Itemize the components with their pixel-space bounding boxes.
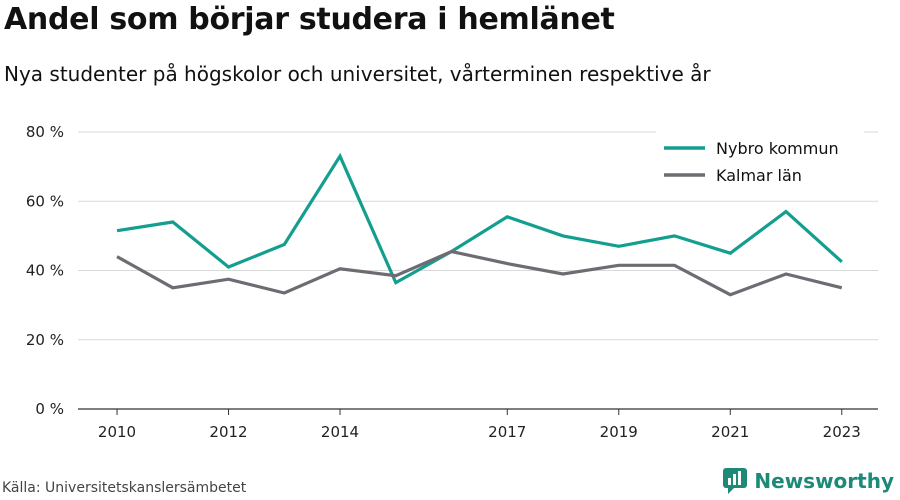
y-tick-label: 60 % (26, 192, 64, 210)
legend-background (656, 130, 864, 192)
chart-subtitle: Nya studenter på högskolor och universit… (4, 62, 711, 86)
x-tick-label: 2023 (823, 423, 861, 441)
y-tick-label: 0 % (35, 400, 64, 418)
series-line-kalmar-lan (116, 249, 843, 297)
y-tick-label: 20 % (26, 331, 64, 349)
x-tick-label: 2017 (488, 423, 526, 441)
brand-name: Newsworthy (754, 469, 894, 493)
x-tick-label: 2010 (98, 423, 136, 441)
x-tick-label: 2019 (600, 423, 638, 441)
x-tick-label: 2021 (711, 423, 749, 441)
legend-label: Nybro kommun (716, 139, 839, 158)
y-tick-label: 80 % (26, 123, 64, 141)
legend: Nybro kommun Kalmar län (656, 130, 864, 192)
source-note: Källa: Universitetskanslersämbetet (2, 480, 247, 496)
newsworthy-logo-icon (723, 468, 748, 494)
line-chart: 0 % 20 % 40 % 60 % 80 % 2010 2012 2014 2017 2019 2… (26, 123, 878, 441)
x-tick-label: 2012 (209, 423, 247, 441)
legend-label: Kalmar län (716, 166, 802, 185)
y-tick-label: 40 % (26, 262, 64, 280)
x-tick-label: 2014 (321, 423, 359, 441)
data-series (116, 152, 843, 297)
axes: 0 % 20 % 40 % 60 % 80 % 2010 2012 2014 2017 2019 2… (26, 123, 878, 441)
chart-title: Andel som börjar studera i hemlänet (4, 2, 615, 37)
brand-logo: Newsworthy (722, 467, 894, 495)
series-line-nybro-kommun (116, 152, 843, 285)
